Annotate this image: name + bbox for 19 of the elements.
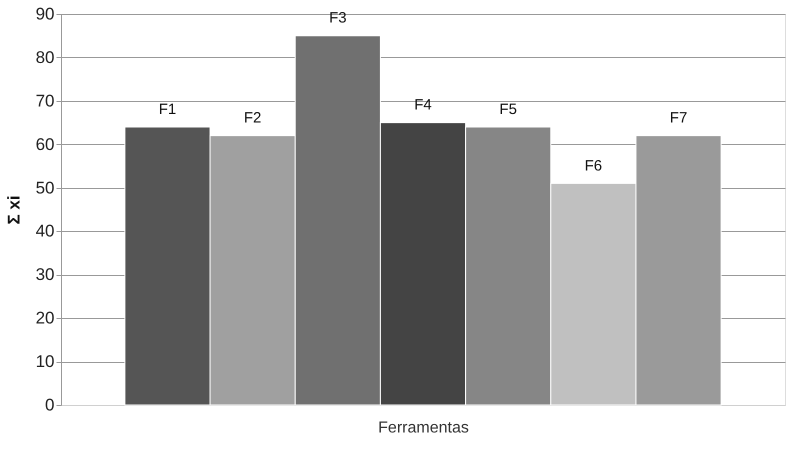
y-tick-label: 40 bbox=[36, 222, 54, 241]
x-tick-label: F7 bbox=[670, 110, 688, 127]
y-tick-label: 20 bbox=[36, 308, 54, 328]
y-tick-label: 0 bbox=[45, 396, 54, 414]
y-tick-label: 70 bbox=[36, 91, 54, 110]
y-tick-label: 30 bbox=[36, 265, 54, 284]
x-axis-title: Ferramentas bbox=[378, 420, 469, 436]
x-tick-label: F1 bbox=[158, 100, 176, 118]
y-tick-label: 80 bbox=[36, 48, 54, 67]
x-tick-label: F3 bbox=[329, 10, 347, 27]
y-tick-label: 60 bbox=[36, 134, 54, 154]
y-tick-label: 90 bbox=[36, 4, 54, 24]
y-tick-label: 10 bbox=[36, 352, 54, 372]
x-tick-label: F6 bbox=[584, 157, 602, 174]
x-tick-label: F2 bbox=[244, 110, 262, 127]
y-tick-label: 50 bbox=[36, 178, 54, 198]
y-axis-title: Σ xi bbox=[4, 195, 24, 225]
x-tick-label: F4 bbox=[414, 96, 432, 114]
x-tick-label: F5 bbox=[499, 100, 517, 118]
